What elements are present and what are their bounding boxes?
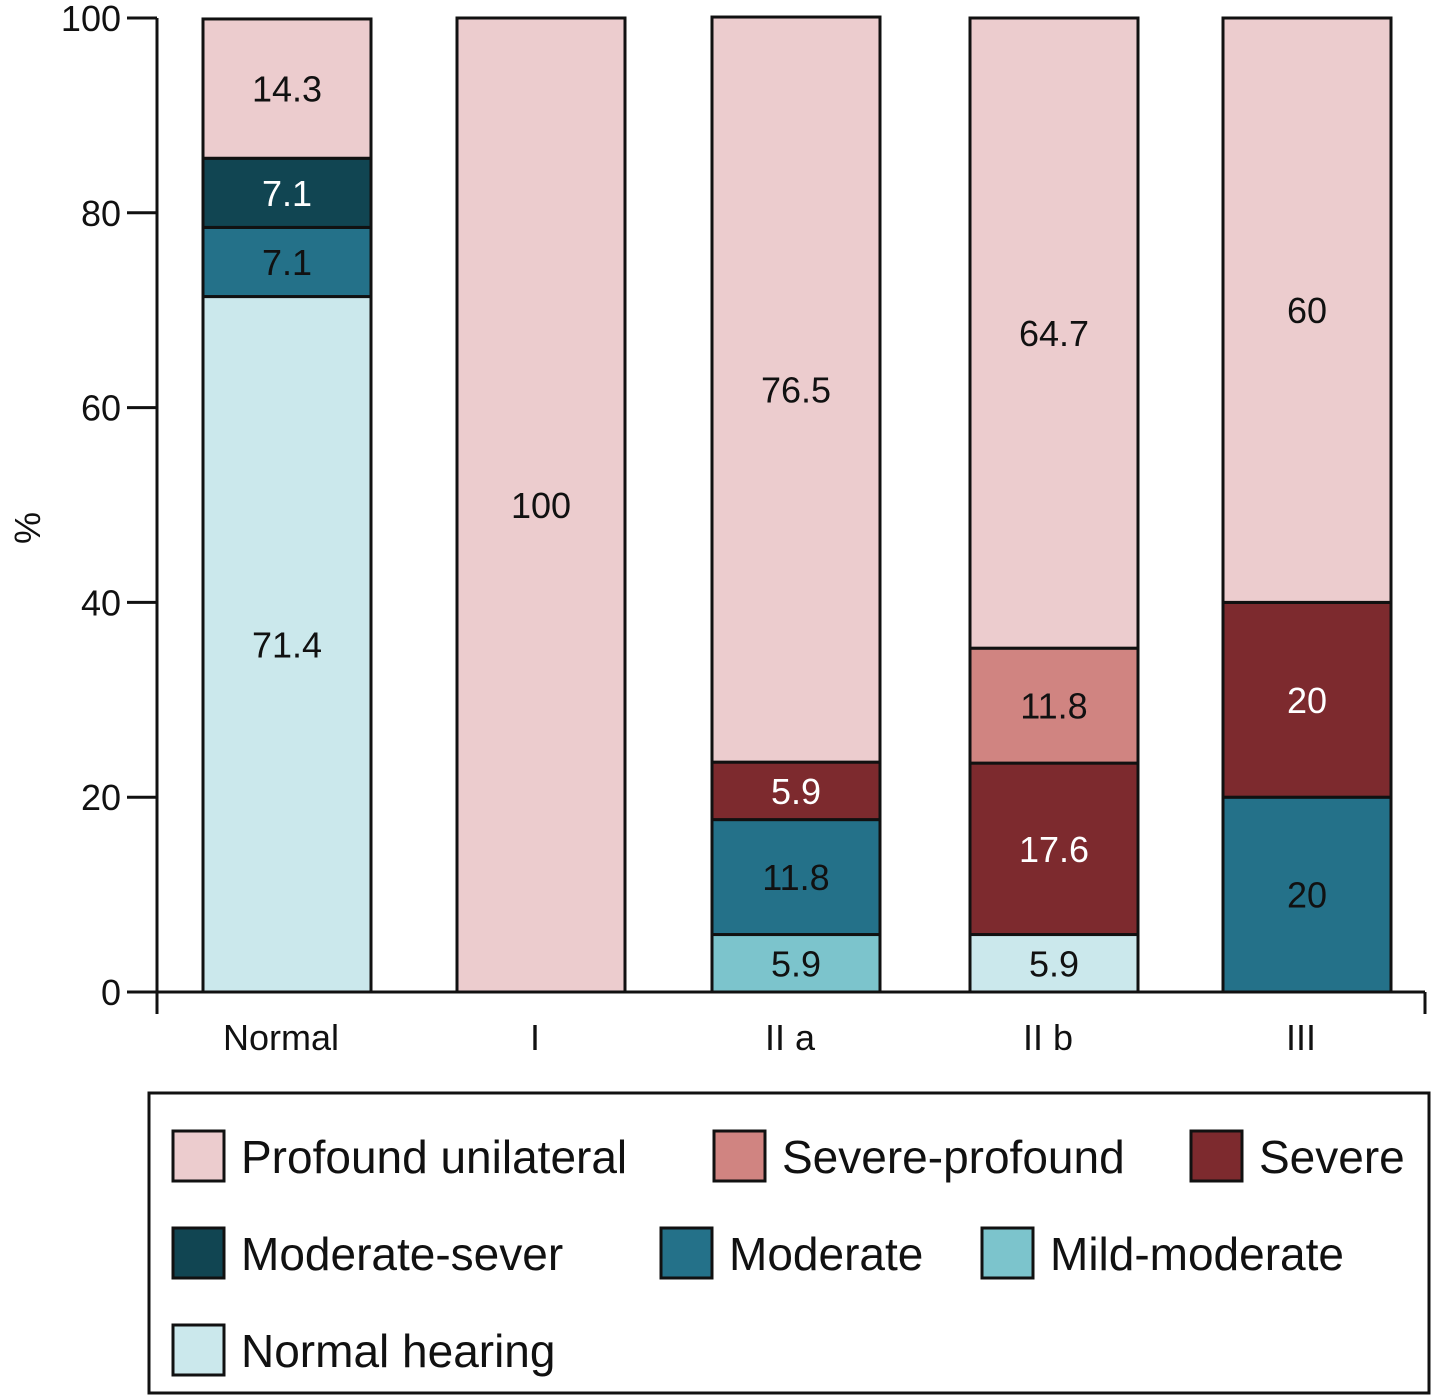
bar-segment bbox=[1221, 795, 1393, 994]
legend-swatch bbox=[659, 1226, 714, 1280]
legend-label: Severe bbox=[1259, 1131, 1405, 1183]
legend-swatch bbox=[171, 1226, 226, 1280]
legend-label: Severe-profound bbox=[782, 1131, 1125, 1183]
bar-segment bbox=[201, 295, 373, 994]
y-tick-label: 60 bbox=[81, 388, 121, 429]
legend-label: Normal hearing bbox=[241, 1325, 555, 1377]
data-label: 14.3 bbox=[252, 69, 322, 110]
data-label: 64.7 bbox=[1019, 313, 1089, 354]
data-label: 11.8 bbox=[762, 857, 829, 898]
y-tick-label: 100 bbox=[61, 0, 121, 39]
legend-swatch bbox=[980, 1226, 1035, 1280]
data-label: 11.8 bbox=[1020, 686, 1087, 727]
x-tick-label: II b bbox=[1023, 1017, 1073, 1058]
bar-segment bbox=[968, 933, 1140, 994]
bar-segment bbox=[201, 225, 373, 299]
x-tick-label: I bbox=[530, 1017, 540, 1058]
bar-segment bbox=[968, 16, 1140, 650]
data-label: 71.4 bbox=[252, 624, 322, 665]
legend-swatch bbox=[1189, 1129, 1244, 1183]
legend-label: Mild-moderate bbox=[1050, 1228, 1344, 1280]
data-label: 5.9 bbox=[1029, 943, 1079, 984]
data-label: 100 bbox=[511, 485, 571, 526]
x-tick-label: II a bbox=[765, 1017, 816, 1058]
y-tick-label: 80 bbox=[81, 193, 121, 234]
data-label: 7.1 bbox=[262, 242, 312, 283]
bar-segment bbox=[1221, 16, 1393, 604]
data-label: 20 bbox=[1287, 875, 1327, 916]
legend-label: Moderate bbox=[729, 1228, 923, 1280]
bar-segment bbox=[710, 15, 882, 764]
data-label: 5.9 bbox=[771, 771, 821, 812]
y-axis-label: % bbox=[7, 512, 48, 544]
data-label: 60 bbox=[1287, 290, 1327, 331]
data-label: 5.9 bbox=[771, 943, 821, 984]
legend-swatch bbox=[171, 1323, 226, 1377]
legend-swatch bbox=[712, 1129, 767, 1183]
bar-segment bbox=[968, 646, 1140, 765]
data-label: 7.1 bbox=[262, 173, 312, 214]
x-tick-label: III bbox=[1286, 1017, 1316, 1058]
bar-segment bbox=[710, 760, 882, 822]
bar-segment bbox=[201, 17, 373, 160]
legend-swatch bbox=[171, 1129, 226, 1183]
y-tick-label: 40 bbox=[81, 582, 121, 623]
data-label: 20 bbox=[1287, 680, 1327, 721]
bar-segment bbox=[1221, 600, 1393, 799]
x-tick-label: Normal bbox=[223, 1017, 339, 1058]
legend-label: Moderate-sever bbox=[241, 1228, 563, 1280]
data-label: 76.5 bbox=[761, 370, 831, 411]
y-tick-label: 20 bbox=[81, 777, 121, 818]
bar-segment bbox=[455, 16, 627, 994]
legend-label: Profound unilateral bbox=[241, 1131, 627, 1183]
bar-segment bbox=[710, 933, 882, 994]
y-tick-label: 0 bbox=[101, 972, 121, 1013]
data-label: 17.6 bbox=[1019, 829, 1089, 870]
